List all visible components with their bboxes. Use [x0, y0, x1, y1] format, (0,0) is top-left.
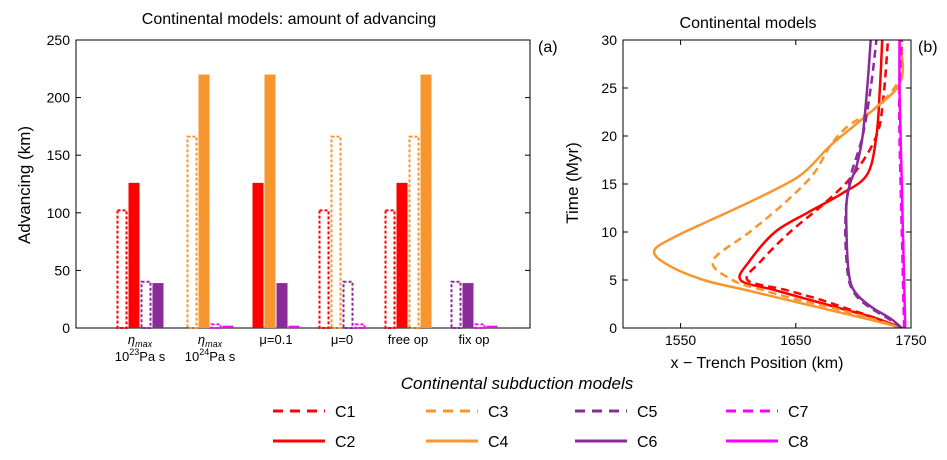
- x-tick-label: ηmax: [128, 332, 153, 349]
- line-c8: [898, 40, 907, 328]
- y-tick-label: 200: [47, 90, 71, 106]
- bar-c1-group-5: [384, 209, 396, 329]
- y-tick-label: 150: [47, 147, 71, 163]
- panel-a-label: (a): [538, 39, 558, 56]
- legend-label-c2: C2: [335, 434, 356, 451]
- x-tick-label: μ=0.1: [259, 332, 292, 347]
- y-tick-label: 0: [609, 320, 617, 336]
- bar-c6-group-1: [152, 283, 164, 328]
- bar-c3-group-4: [330, 135, 342, 329]
- y-tick-label: 50: [54, 262, 70, 278]
- line-c1: [745, 40, 900, 328]
- y-tick-label: 15: [601, 176, 617, 192]
- panel-a-ylabel: Advancing (km): [15, 126, 34, 244]
- line-c6: [844, 40, 903, 328]
- bar-c2-group-3: [252, 182, 264, 328]
- bar-c8-group-2: [222, 325, 234, 328]
- line-c4: [652, 40, 905, 328]
- panel-b-line-chart: Continental models Time (Myr) x − Trench…: [563, 15, 938, 372]
- panel-a-title: Continental models: amount of advancing: [142, 11, 436, 28]
- legend-label-c8: C8: [788, 434, 809, 451]
- bar-c4-group-5: [420, 74, 432, 328]
- bar-c1-group-4: [318, 209, 330, 329]
- y-tick-label: 25: [601, 80, 617, 96]
- line-c3: [711, 40, 904, 328]
- bar-c6-group-3: [276, 283, 288, 328]
- bar-c6-group-6: [462, 283, 474, 328]
- legend-label-c6: C6: [637, 434, 658, 451]
- y-tick-label: 10: [601, 224, 617, 240]
- legend-label-c1: C1: [335, 404, 356, 421]
- bar-c2-group-5: [396, 182, 408, 328]
- y-tick-label: 100: [47, 205, 71, 221]
- bar-c7-group-2: [210, 323, 222, 329]
- y-tick-label: 20: [601, 128, 617, 144]
- y-tick-label: 0: [62, 320, 70, 336]
- legend-label-c7: C7: [788, 404, 809, 421]
- x-tick-label: ηmax: [198, 332, 223, 349]
- x-tick-label: 1023Pa s: [115, 347, 166, 364]
- y-tick-label: 250: [47, 32, 71, 48]
- bar-c7-group-4: [354, 323, 366, 329]
- bar-c3-group-2: [186, 135, 198, 329]
- x-tick-label: μ=0: [331, 332, 353, 347]
- y-tick-label: 30: [601, 32, 617, 48]
- line-c2: [738, 40, 903, 328]
- legend-label-c4: C4: [488, 434, 509, 451]
- x-tick-label: free op: [388, 332, 428, 347]
- panel-b-ylabel: Time (Myr): [563, 142, 582, 224]
- x-tick-label: 1750: [895, 332, 926, 348]
- bar-c5-group-6: [450, 280, 462, 330]
- panel-b-title: Continental models: [680, 15, 817, 32]
- legend: Continental subduction models C1 C3 C5 C7 C2…: [273, 374, 809, 451]
- panel-a-bar-chart: Continental models: amount of advancing …: [15, 11, 558, 364]
- legend-title: Continental subduction models: [401, 374, 634, 393]
- y-tick-label: 5: [609, 272, 617, 288]
- bar-c7-group-6: [474, 323, 486, 329]
- legend-label-c5: C5: [637, 404, 658, 421]
- x-tick-label: 1550: [665, 332, 696, 348]
- panel-b-xlabel: x − Trench Position (km): [671, 355, 844, 372]
- bar-c5-group-1: [140, 280, 152, 330]
- bar-c2-group-1: [128, 182, 140, 328]
- panel-a-axes-box: [75, 39, 531, 329]
- bar-c4-group-2: [198, 74, 210, 328]
- panel-b-label: (b): [918, 39, 938, 56]
- bar-c5-group-4: [342, 280, 354, 330]
- bar-c3-group-5: [408, 135, 420, 329]
- x-tick-label: fix op: [458, 332, 489, 347]
- line-c5: [844, 40, 903, 328]
- bar-c1-group-1: [116, 209, 128, 329]
- x-tick-label: 1650: [780, 332, 811, 348]
- bar-c8-group-3: [288, 325, 300, 328]
- bar-c4-group-3: [264, 74, 276, 328]
- legend-label-c3: C3: [488, 404, 509, 421]
- bar-c8-group-6: [486, 325, 498, 328]
- x-tick-label: 1024Pa s: [185, 347, 236, 364]
